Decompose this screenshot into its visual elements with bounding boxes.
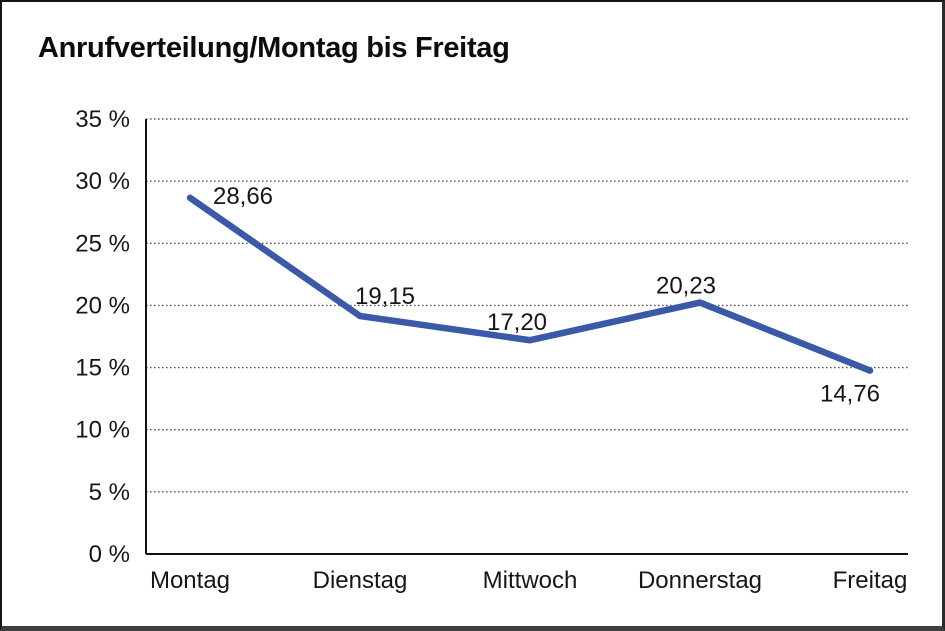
x-axis-label: Dienstag — [313, 567, 408, 594]
x-axis-label: Donnerstag — [638, 567, 762, 594]
data-point-label: 17,20 — [487, 309, 547, 336]
x-axis-label: Freitag — [833, 567, 908, 594]
y-axis-label: 15 % — [75, 355, 130, 382]
chart-title: Anrufverteilung/Montag bis Freitag — [38, 32, 510, 64]
y-axis-label: 0 % — [89, 541, 130, 568]
data-point-label: 19,15 — [355, 283, 415, 310]
x-axis-label: Montag — [150, 567, 230, 594]
y-axis-label: 25 % — [75, 230, 130, 257]
data-point-label: 20,23 — [656, 273, 716, 300]
data-point-label: 14,76 — [820, 381, 880, 408]
y-axis-label: 30 % — [75, 168, 130, 195]
data-series-line — [186, 194, 874, 374]
data-point-label: 28,66 — [213, 183, 273, 210]
y-axis-label: 35 % — [75, 106, 130, 133]
y-axis-label: 20 % — [75, 292, 130, 319]
y-axis-label: 5 % — [89, 479, 130, 506]
y-axis-label: 10 % — [75, 417, 130, 444]
x-axis-label: Mittwoch — [483, 567, 578, 594]
